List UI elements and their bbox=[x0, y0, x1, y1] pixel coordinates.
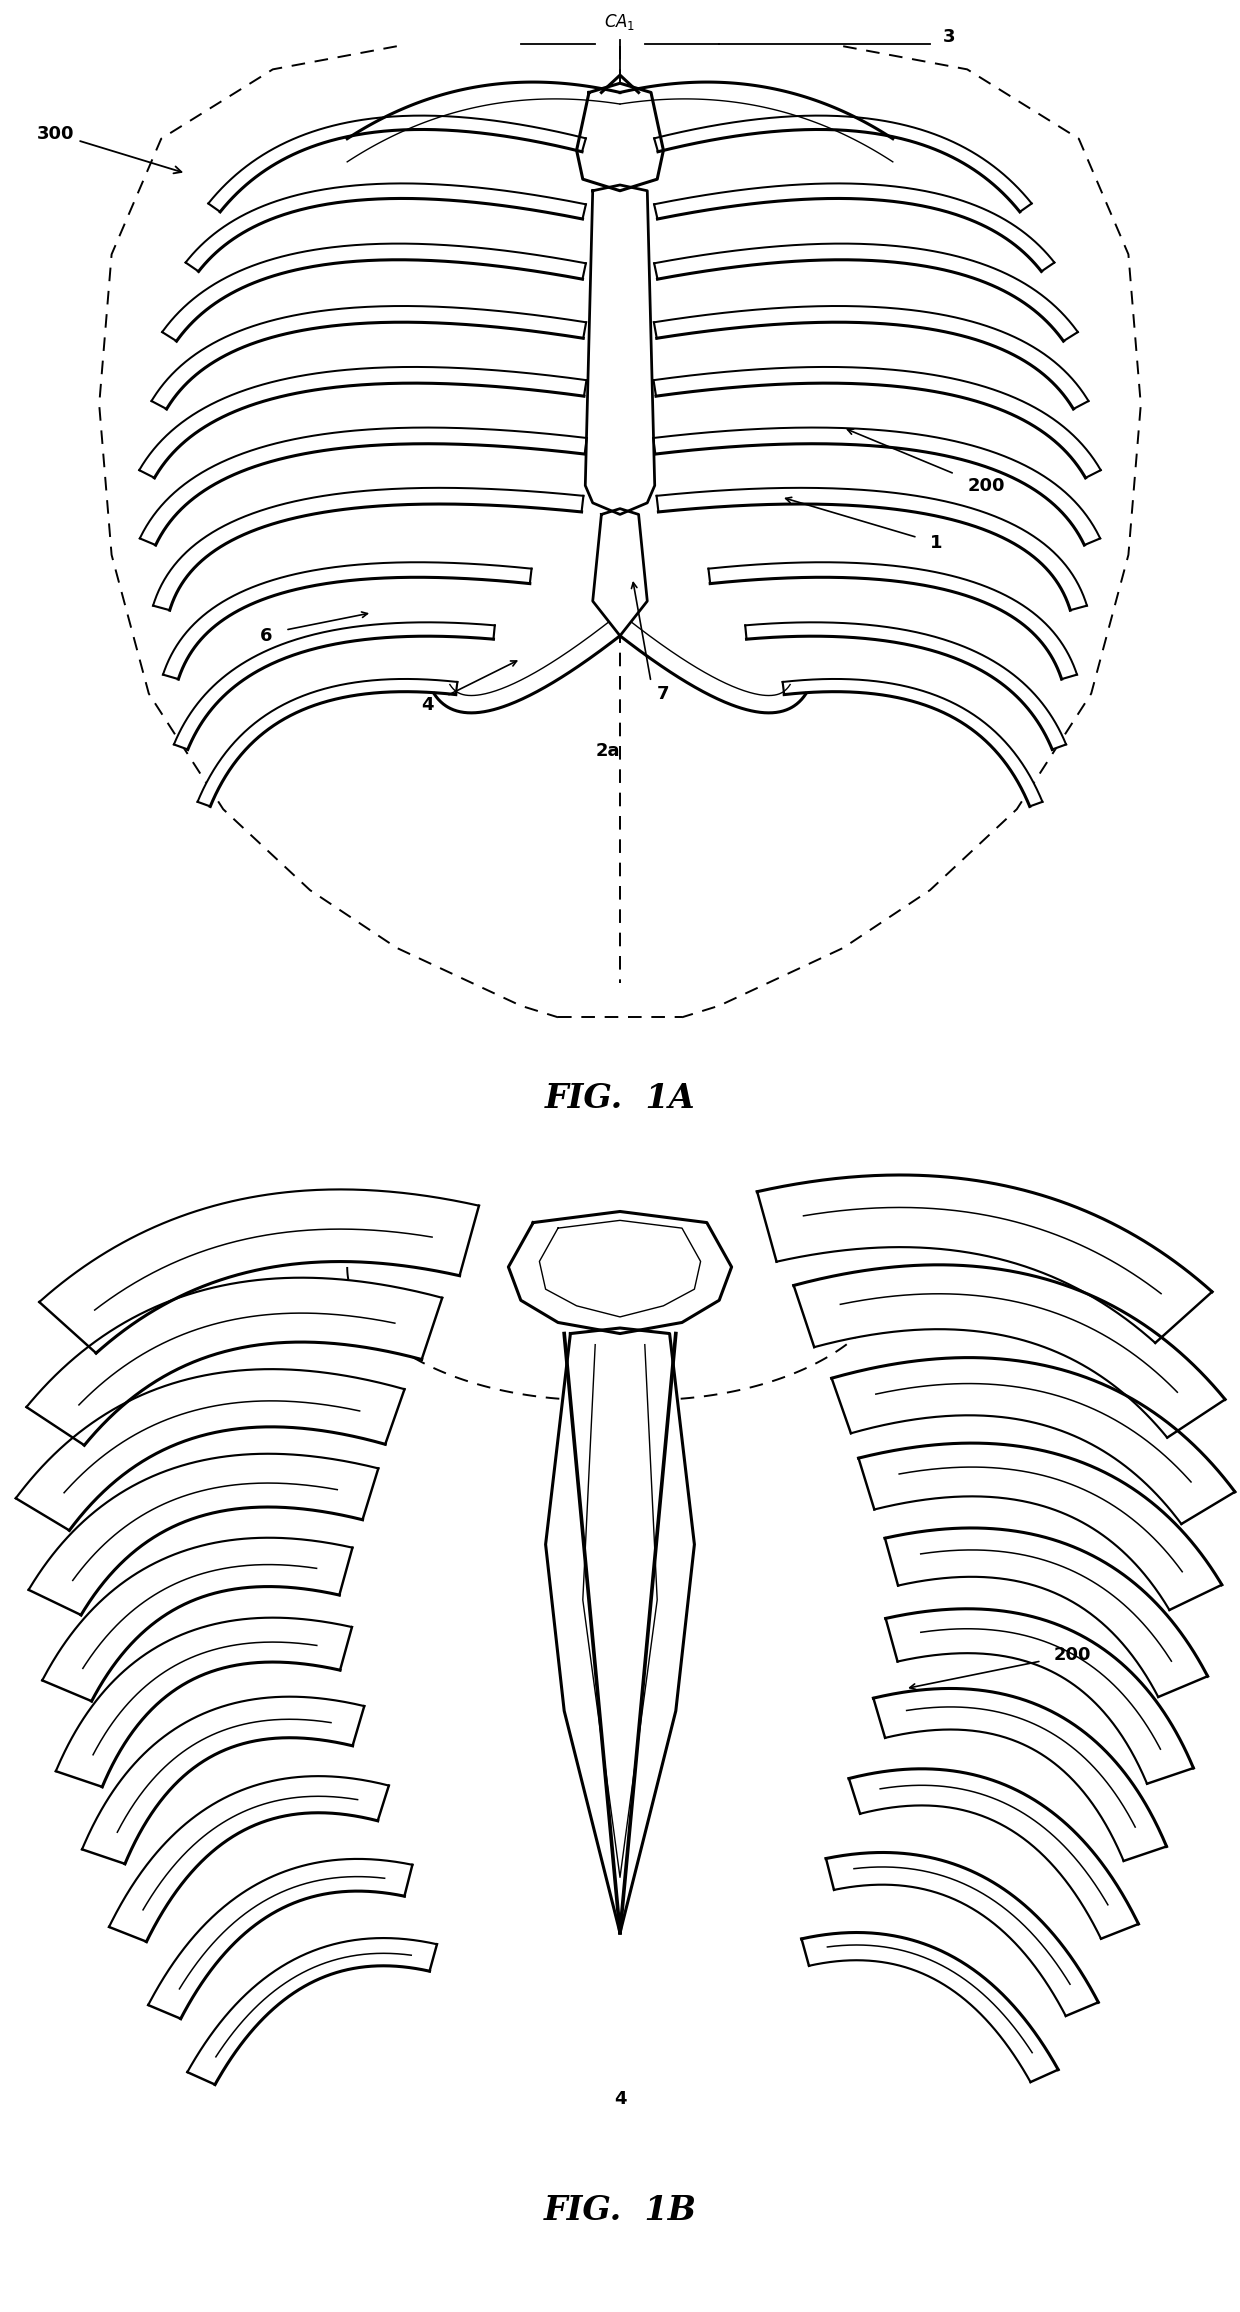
Polygon shape bbox=[208, 116, 585, 213]
Polygon shape bbox=[153, 488, 584, 610]
Polygon shape bbox=[26, 1279, 443, 1445]
Polygon shape bbox=[56, 1618, 352, 1787]
Polygon shape bbox=[16, 1369, 404, 1531]
Polygon shape bbox=[162, 243, 585, 342]
Polygon shape bbox=[546, 1327, 694, 1933]
Polygon shape bbox=[745, 622, 1066, 749]
Polygon shape bbox=[885, 1609, 1193, 1785]
Polygon shape bbox=[832, 1357, 1235, 1524]
Text: 7: 7 bbox=[657, 684, 670, 703]
Polygon shape bbox=[82, 1697, 365, 1863]
Polygon shape bbox=[585, 185, 655, 516]
Polygon shape bbox=[656, 488, 1087, 610]
Polygon shape bbox=[653, 368, 1101, 479]
Text: 4: 4 bbox=[614, 2090, 626, 2109]
Polygon shape bbox=[653, 428, 1100, 546]
Text: 3: 3 bbox=[942, 28, 955, 46]
Polygon shape bbox=[826, 1852, 1099, 2016]
Polygon shape bbox=[885, 1528, 1208, 1697]
Polygon shape bbox=[109, 1776, 389, 1942]
Text: 300: 300 bbox=[37, 125, 181, 173]
Polygon shape bbox=[794, 1265, 1225, 1438]
Polygon shape bbox=[187, 1937, 436, 2085]
Polygon shape bbox=[42, 1537, 352, 1702]
Polygon shape bbox=[782, 680, 1043, 807]
Polygon shape bbox=[858, 1443, 1221, 1609]
Polygon shape bbox=[151, 305, 587, 409]
Polygon shape bbox=[653, 305, 1089, 409]
Polygon shape bbox=[801, 1933, 1058, 2083]
Polygon shape bbox=[174, 622, 495, 749]
Polygon shape bbox=[577, 83, 663, 190]
Polygon shape bbox=[186, 183, 585, 271]
Text: FIG.  1A: FIG. 1A bbox=[544, 1082, 696, 1114]
Polygon shape bbox=[655, 116, 1032, 213]
Polygon shape bbox=[508, 1211, 732, 1334]
Text: FIG.  1B: FIG. 1B bbox=[543, 2194, 697, 2226]
Polygon shape bbox=[758, 1174, 1213, 1343]
Text: 200: 200 bbox=[967, 476, 1004, 495]
Polygon shape bbox=[148, 1859, 413, 2018]
Text: $CA_1$: $CA_1$ bbox=[604, 12, 636, 32]
Text: 1: 1 bbox=[930, 534, 942, 553]
Polygon shape bbox=[197, 680, 458, 807]
Text: 4: 4 bbox=[422, 696, 434, 714]
Polygon shape bbox=[140, 428, 587, 546]
Polygon shape bbox=[849, 1769, 1138, 1940]
Polygon shape bbox=[593, 509, 647, 636]
Polygon shape bbox=[655, 243, 1078, 342]
Text: 6: 6 bbox=[260, 627, 273, 645]
Polygon shape bbox=[162, 562, 532, 680]
Polygon shape bbox=[139, 368, 587, 479]
Polygon shape bbox=[873, 1688, 1167, 1861]
Polygon shape bbox=[708, 562, 1078, 680]
Polygon shape bbox=[29, 1454, 378, 1616]
Text: 2a: 2a bbox=[595, 742, 620, 761]
Text: 200: 200 bbox=[1054, 1646, 1091, 1665]
Polygon shape bbox=[655, 183, 1054, 271]
Polygon shape bbox=[40, 1188, 479, 1353]
